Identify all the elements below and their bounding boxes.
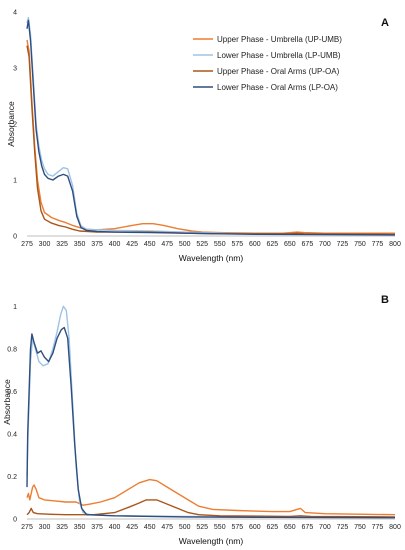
legend-entry: Lower Phase - Umbrella (LP-UMB) xyxy=(217,51,341,60)
x-tick-label: 350 xyxy=(74,241,86,248)
x-tick-label: 300 xyxy=(39,524,51,531)
x-tick-label: 775 xyxy=(372,241,384,248)
series-line-up-umb xyxy=(26,39,395,234)
y-tick-label: 0.6 xyxy=(7,389,17,396)
x-tick-label: 750 xyxy=(354,524,366,531)
series-line-lp-oa xyxy=(26,326,396,519)
y-tick-label: 4 xyxy=(13,10,17,17)
x-tick-label: 550 xyxy=(214,241,226,248)
panel-label: A xyxy=(381,17,389,29)
x-tick-label: 575 xyxy=(231,241,243,248)
y-tick-label: 1 xyxy=(13,178,17,185)
y-tick-label: 0.4 xyxy=(7,431,17,438)
x-tick-label: 400 xyxy=(109,524,121,531)
x-tick-label: 275 xyxy=(21,524,33,531)
x-tick-label: 475 xyxy=(161,524,173,531)
x-tick-label: 700 xyxy=(319,524,331,531)
y-tick-label: 0 xyxy=(13,234,17,241)
x-tick-label: 725 xyxy=(337,524,349,531)
x-tick-label: 725 xyxy=(337,241,349,248)
y-tick-label: 1 xyxy=(13,304,17,311)
x-tick-label: 575 xyxy=(231,524,243,531)
x-tick-label: 425 xyxy=(126,241,138,248)
y-tick-label: 0.8 xyxy=(7,346,17,353)
x-tick-label: 600 xyxy=(249,241,261,248)
y-tick-label: 3 xyxy=(13,66,17,73)
legend-entry: Upper Phase - Oral Arms (UP-OA) xyxy=(217,67,340,76)
x-tick-label: 600 xyxy=(249,524,261,531)
x-tick-label: 500 xyxy=(179,241,191,248)
x-tick-label: 625 xyxy=(266,524,278,531)
x-tick-label: 625 xyxy=(266,241,278,248)
x-tick-label: 750 xyxy=(354,241,366,248)
legend-entry: Upper Phase - Umbrella (UP-UMB) xyxy=(217,35,342,44)
x-tick-label: 275 xyxy=(21,241,33,248)
x-tick-label: 650 xyxy=(284,524,296,531)
series-line-up-oa xyxy=(26,499,396,518)
x-axis-label: Wavelength (nm) xyxy=(179,536,244,546)
chart-panel-a: 275 300 325 350 375 400 425 450 475 500 525 550 575 6… xyxy=(6,10,401,264)
x-tick-label: 675 xyxy=(302,241,314,248)
series-line-lp-oa xyxy=(26,19,396,236)
x-tick-label: 350 xyxy=(74,524,86,531)
x-tick-label: 500 xyxy=(179,524,191,531)
x-tick-label: 700 xyxy=(319,241,331,248)
chart-panel-b: 275 300 325 350 375 400 425 450 475 500 525 550 575 6… xyxy=(2,294,401,546)
y-tick-label: 0 xyxy=(13,517,17,524)
x-tick-label: 450 xyxy=(144,241,156,248)
y-tick-label: 2 xyxy=(13,122,17,129)
x-axis-label: Wavelength (nm) xyxy=(179,253,244,263)
x-tick-label: 650 xyxy=(284,241,296,248)
series-line-up-umb xyxy=(26,478,396,516)
x-tick-label: 300 xyxy=(39,241,51,248)
series-line-up-oa xyxy=(26,45,396,235)
series-line-lp-umb xyxy=(26,305,396,518)
y-axis-label: Absorbance xyxy=(6,101,16,147)
x-tick-label: 450 xyxy=(144,524,156,531)
x-tick-label: 325 xyxy=(56,524,68,531)
x-tick-label: 550 xyxy=(214,524,226,531)
x-tick-label: 775 xyxy=(372,524,384,531)
x-tick-label: 425 xyxy=(126,524,138,531)
x-tick-label: 800 xyxy=(389,524,401,531)
legend-entry: Lower Phase - Oral Arms (LP-OA) xyxy=(217,83,338,92)
x-tick-label: 375 xyxy=(91,524,103,531)
x-tick-label: 325 xyxy=(56,241,68,248)
x-tick-label: 525 xyxy=(196,241,208,248)
y-axis-label: Absorbance xyxy=(2,379,12,425)
x-tick-label: 400 xyxy=(109,241,121,248)
x-tick-label: 525 xyxy=(196,524,208,531)
x-tick-label: 475 xyxy=(161,241,173,248)
y-tick-label: 0.2 xyxy=(7,474,17,481)
panel-label: B xyxy=(381,294,389,306)
x-tick-label: 375 xyxy=(91,241,103,248)
x-tick-label: 675 xyxy=(302,524,314,531)
x-tick-label: 800 xyxy=(389,241,401,248)
